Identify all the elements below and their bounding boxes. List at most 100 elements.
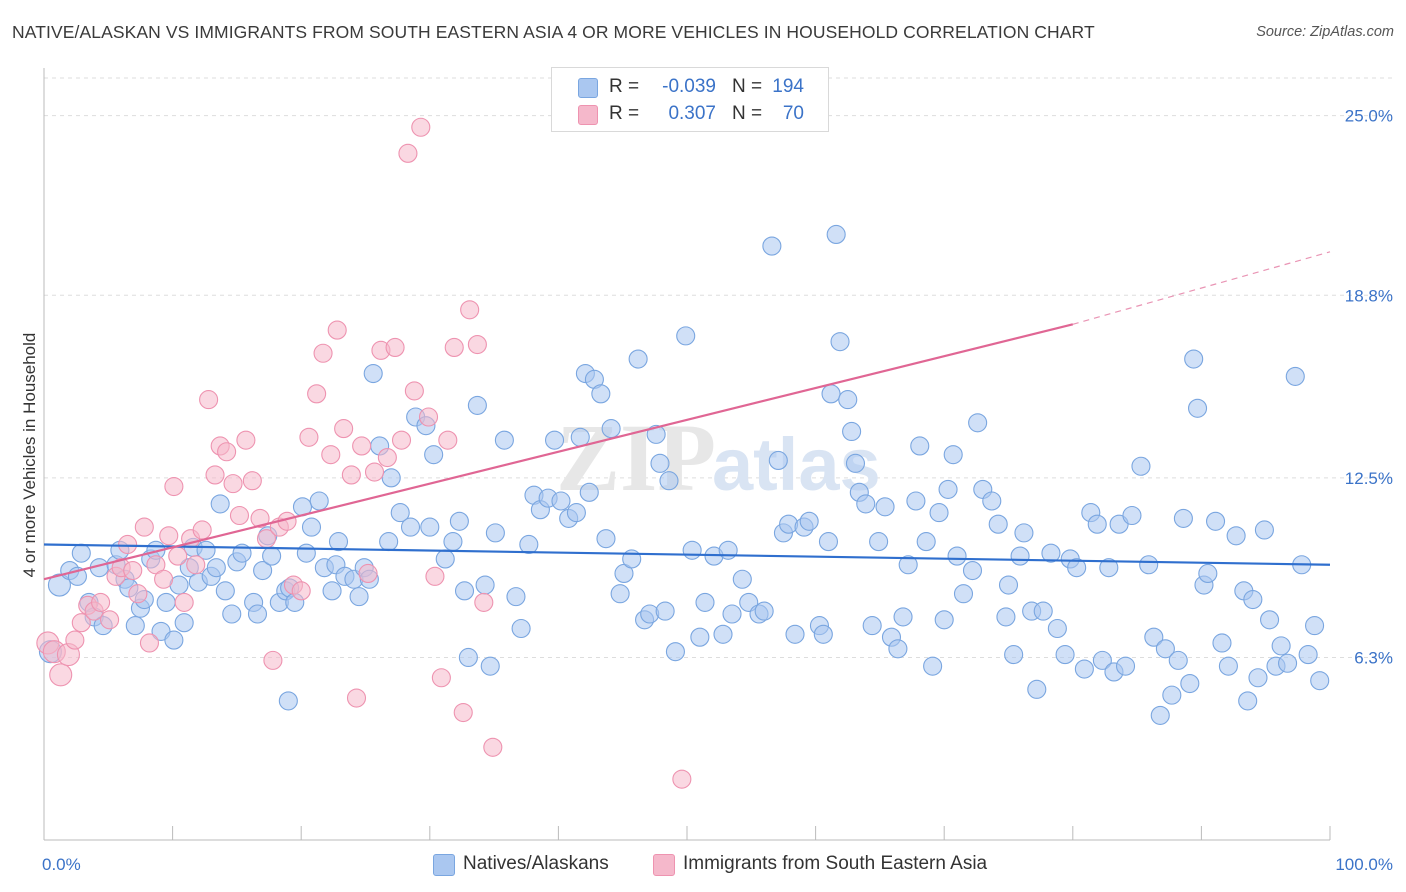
point-natives [1055,645,1075,665]
point-natives [1047,618,1067,639]
point-natives [934,610,954,630]
point-natives [830,332,850,352]
point-natives [888,639,908,659]
point-natives [601,419,621,439]
point-immigrants [242,471,262,491]
point-immigrants [174,592,194,612]
r-value: -0.039 [662,76,716,97]
n-value: 70 [782,103,804,124]
point-natives [1155,639,1175,659]
point-natives [813,624,833,644]
point-natives [551,491,571,511]
y-tick-label: 25.0% [1345,107,1393,126]
point-natives [655,601,675,621]
point-natives [953,584,974,604]
point-immigrants [391,430,412,450]
point-immigrants [71,613,91,633]
point-natives [424,445,444,465]
point-natives [1180,673,1200,694]
point-natives [1115,656,1136,676]
r-label: R = [609,76,640,97]
point-natives [610,584,630,604]
trend-extension-immigrants [1072,251,1331,325]
axis-layer [43,68,1331,841]
point-natives [519,534,539,555]
point-natives [762,236,782,256]
point-natives [906,491,926,511]
point-natives [982,491,1002,511]
point-immigrants [205,465,225,485]
point-natives [1139,555,1159,575]
point-immigrants [341,465,361,485]
point-natives [1010,546,1030,566]
point-natives [818,532,839,552]
point-immigrants [398,143,418,163]
point-natives [1074,659,1094,679]
point-natives [910,436,930,456]
point-natives [1014,523,1034,543]
point-natives [309,491,329,511]
point-natives [47,573,71,597]
x-tick-label: 0.0% [42,855,81,874]
point-immigrants [431,668,451,688]
point-natives [247,604,268,624]
points-layer [36,117,1330,789]
point-natives [1027,679,1047,699]
legend-swatch-pink [653,854,675,876]
trend-layer [43,251,1331,581]
point-natives [475,575,495,595]
point-natives [799,511,819,531]
point-natives [1041,543,1061,563]
legend-swatch-pink [578,105,598,125]
point-natives [695,592,715,612]
point-natives [1122,505,1142,526]
point-natives [929,503,949,523]
point-natives [296,543,316,563]
point-natives [164,630,184,650]
point-immigrants [299,427,319,447]
point-natives [646,424,666,444]
point-natives [566,503,586,523]
point-natives [659,471,679,491]
point-natives [1226,526,1246,546]
point-natives [1162,685,1182,705]
point-natives [785,624,805,644]
point-natives [458,647,478,668]
point-immigrants [364,462,385,482]
point-immigrants [444,337,464,358]
n-label: N = [732,103,763,124]
point-immigrants [65,630,85,650]
point-natives [676,326,696,346]
point-natives [1150,705,1170,725]
watermark: ZIP atlas [556,404,881,511]
point-natives [1144,627,1164,647]
point-immigrants [100,610,120,630]
point-natives [1187,398,1208,418]
point-immigrants [672,769,692,789]
point-natives [1173,508,1193,528]
point-natives [1004,645,1024,665]
point-natives [947,546,967,566]
point-natives [1254,520,1274,540]
point-immigrants [154,569,174,589]
point-natives [1212,633,1232,653]
point-natives [690,627,710,647]
point-natives [898,555,918,575]
point-natives [916,532,936,552]
point-natives [842,421,862,442]
point-natives [480,656,500,676]
point-natives [1033,601,1053,621]
stats-row-immigrants: R = 0.307 N = 70 [552,101,828,127]
point-natives [869,532,889,552]
trend-line-natives [43,543,1331,566]
point-immigrants [474,592,494,612]
point-immigrants [91,592,111,612]
point-natives [544,430,565,450]
watermark-zip: ZIP [556,404,716,511]
point-natives [1092,650,1112,670]
point-natives [640,604,660,624]
point-natives [349,587,369,607]
point-natives [628,349,648,369]
point-immigrants [321,445,341,465]
point-natives [379,532,399,552]
